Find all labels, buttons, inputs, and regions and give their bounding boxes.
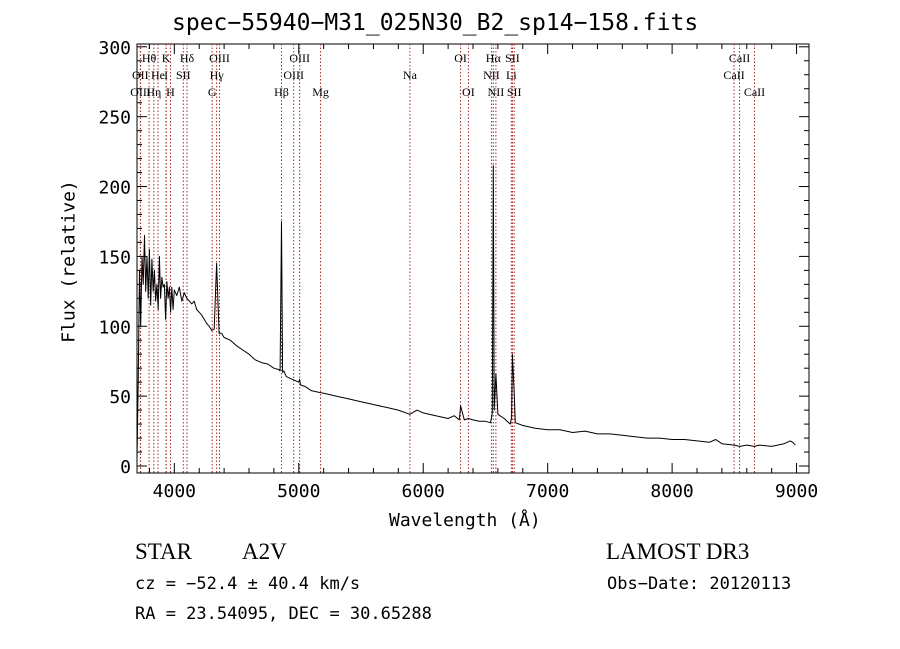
y-tick-label: 200 (98, 178, 131, 199)
emission-line-label: CaII (744, 85, 765, 99)
emission-line-label: SII (505, 51, 520, 65)
emission-line-label: Hβ (274, 85, 289, 99)
y-tick-label: 100 (98, 317, 131, 338)
emission-line-label: Mg (312, 85, 329, 99)
y-tick-label: 0 (120, 457, 131, 478)
emission-line-label: Hγ (210, 68, 225, 82)
emission-line-label: SII (507, 85, 522, 99)
emission-line-label: H (166, 85, 175, 99)
emission-line-label: Na (403, 68, 418, 82)
emission-line-label: OIII (209, 51, 230, 65)
x-tick-label: 4000 (153, 481, 196, 502)
plot-frame (136, 43, 810, 474)
emission-line-label: I (164, 68, 168, 82)
x-axis-label: Wavelength (Å) (389, 510, 541, 531)
emission-line-label: SII (176, 68, 191, 82)
emission-line-label: Hδ (180, 51, 195, 65)
emission-line-label: G (208, 85, 217, 99)
y-tick-label: 300 (98, 38, 131, 59)
emission-line-label: OIII (289, 51, 310, 65)
emission-line-label: OIII (283, 68, 304, 82)
spectral-subclass: A2V (242, 539, 287, 564)
observation-date: Obs−Date: 20120113 (607, 574, 792, 594)
emission-line-label: Hθ (142, 51, 157, 65)
emission-line-label: CaII (729, 51, 750, 65)
object-class: STAR (135, 539, 192, 564)
x-tick-label: 5000 (277, 481, 320, 502)
x-tick-label: 6000 (402, 481, 445, 502)
redshift-readout: cz = −52.4 ± 40.4 km/s (135, 574, 361, 594)
coordinates-readout: RA = 23.54095, DEC = 30.65288 (135, 604, 432, 624)
y-tick-label: 50 (109, 387, 131, 408)
emission-line-label: Hα (486, 51, 502, 65)
axis-tick-layer (137, 44, 809, 473)
x-tick-label: 7000 (526, 481, 569, 502)
emission-line-label: CaII (723, 68, 744, 82)
emission-line-label: OI (454, 51, 467, 65)
x-tick-label: 9000 (775, 481, 818, 502)
x-tick-label: 8000 (650, 481, 693, 502)
series-layer (136, 165, 796, 460)
axis-ticklabel-layer: 4000 5000 6000 7000 8000 9000 0 50 100 150 200 250 3… (98, 38, 818, 502)
y-axis-label: Flux (relative) (58, 180, 80, 343)
spectrum-series-line (136, 165, 796, 460)
emission-line-label: K (162, 51, 171, 65)
y-tick-label: 250 (98, 108, 131, 129)
line-marker-layer (139, 44, 755, 473)
chart-title: spec−55940−M31_025N30_B2_sp14−158.fits (172, 10, 699, 36)
emission-line-label: NII (483, 68, 500, 82)
y-tick-label: 150 (98, 247, 131, 268)
survey-name: LAMOST DR3 (606, 539, 750, 564)
emission-line-label: OI (462, 85, 475, 99)
emission-line-label: Hη (146, 85, 161, 99)
emission-line-label: Li (506, 68, 517, 82)
emission-line-label: OIII (130, 85, 151, 99)
emission-line-label: OII (132, 68, 149, 82)
emission-line-label: NII (488, 85, 505, 99)
emission-line-label: He (151, 68, 165, 82)
